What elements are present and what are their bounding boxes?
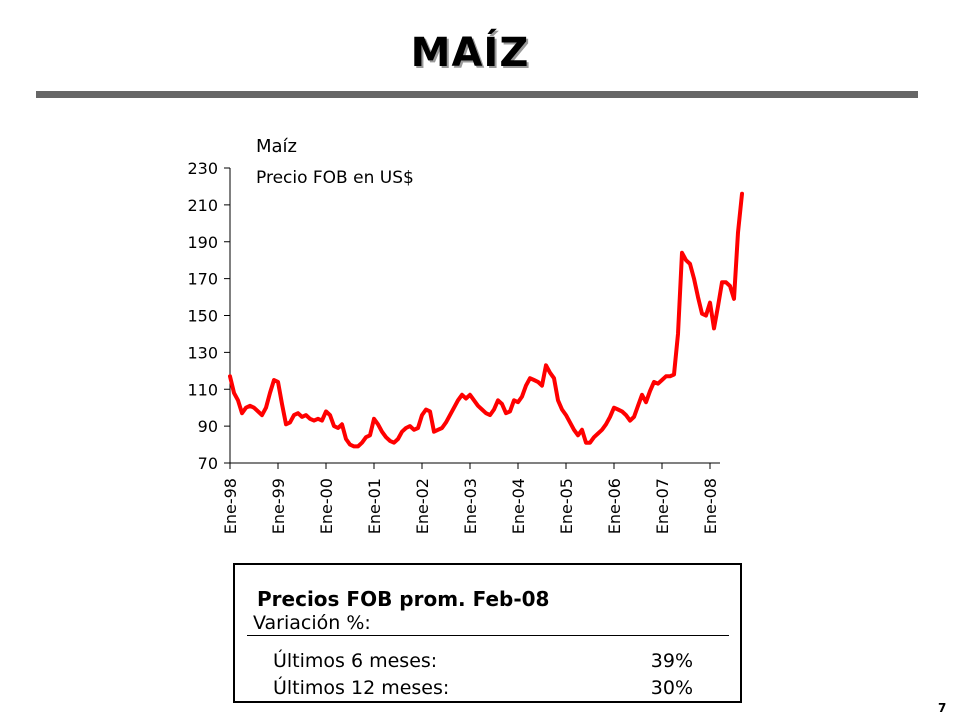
y-tick-label: 110 (187, 380, 218, 399)
x-tick-label: Ene-01 (365, 478, 384, 534)
title-underline (36, 91, 918, 98)
y-tick-label: 130 (187, 343, 218, 362)
page-number: 7 (938, 701, 947, 715)
fob-price-summary-box: Precios FOB prom. Feb-08 Variación %: Úl… (233, 563, 742, 703)
x-tick-label: Ene-08 (701, 478, 720, 534)
y-tick-label: 90 (198, 417, 218, 436)
x-tick-label: Ene-98 (221, 478, 240, 534)
y-tick-label: 230 (187, 159, 218, 178)
summary-divider (247, 635, 729, 636)
x-axis: Ene-98 Ene-99 Ene-00 Ene-01 Ene-02 Ene-03 Ene-… (221, 462, 720, 534)
price-line-chart: Maíz Precio FOB en US$ 70 90 110 130 150 170 1… (187, 136, 744, 534)
x-tick-label: Ene-07 (653, 478, 672, 534)
y-tick-label: 210 (187, 196, 218, 215)
summary-row-label: Últimos 12 meses: (273, 677, 450, 699)
summary-row: Últimos 6 meses: 39% (273, 650, 693, 672)
chart-title: Maíz (256, 136, 297, 157)
y-tick-label: 70 (198, 454, 218, 473)
x-tick-label: Ene-04 (509, 478, 528, 534)
summary-subheading: Variación %: (253, 612, 371, 634)
x-tick-label: Ene-02 (413, 478, 432, 534)
x-tick-label: Ene-00 (317, 478, 336, 534)
summary-row-label: Últimos 6 meses: (273, 650, 438, 672)
y-tick-label: 190 (187, 233, 218, 252)
series-group (228, 191, 744, 449)
series-line (228, 191, 744, 449)
x-tick-label: Ene-99 (269, 478, 288, 534)
slide-title: MAÍZ (410, 30, 530, 76)
chart-subtitle: Precio FOB en US$ (256, 168, 414, 188)
y-tick-label: 170 (187, 270, 218, 289)
summary-heading: Precios FOB prom. Feb-08 (257, 587, 550, 611)
x-tick-label: Ene-03 (461, 478, 480, 534)
y-tick-label: 150 (187, 307, 218, 326)
x-tick-label: Ene-05 (557, 478, 576, 534)
summary-row: Últimos 12 meses: 30% (273, 677, 693, 699)
summary-row-value: 30% (650, 677, 693, 699)
summary-row-value: 39% (650, 650, 693, 672)
x-tick-label: Ene-06 (605, 478, 624, 534)
y-axis: 70 90 110 130 150 170 190 210 230 (187, 159, 231, 473)
